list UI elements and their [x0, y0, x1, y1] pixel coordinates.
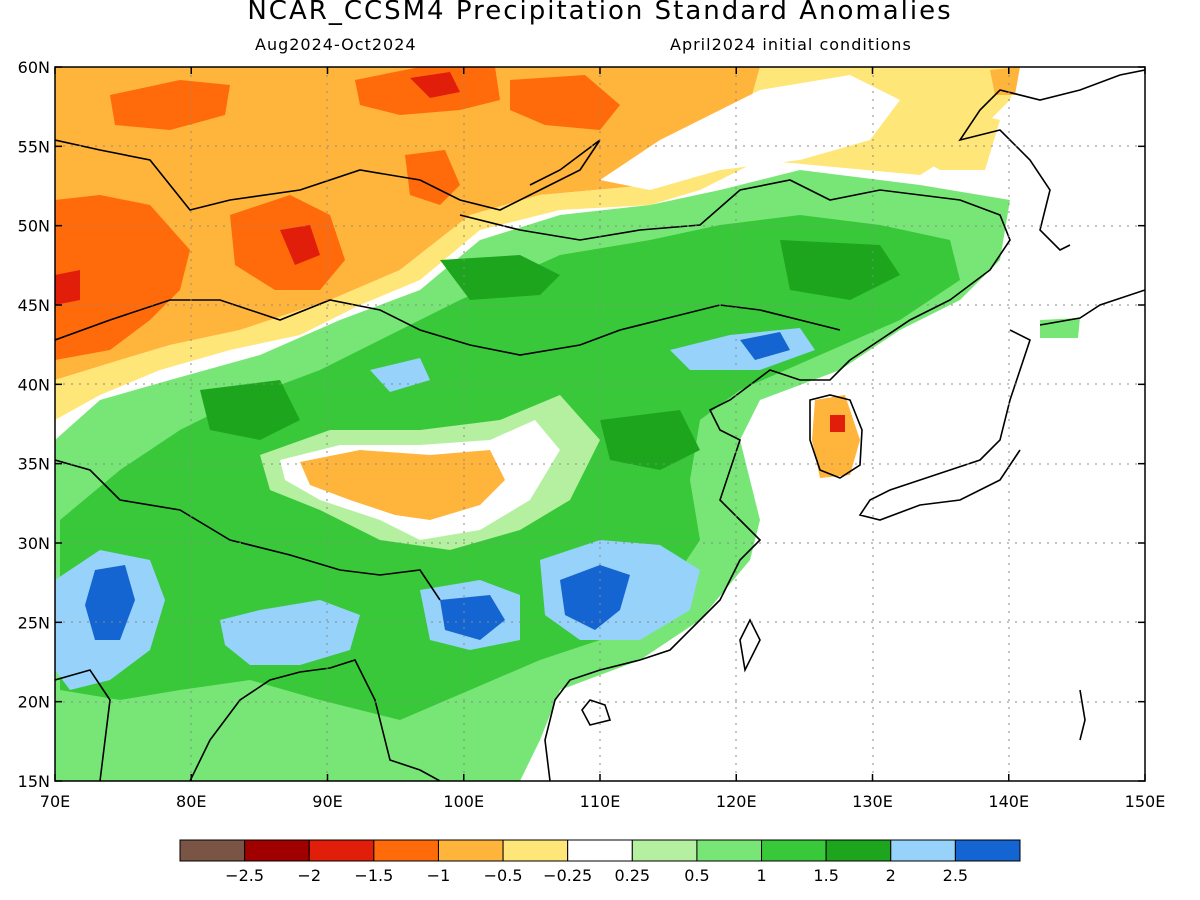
colorbar-swatch — [244, 839, 310, 862]
anomaly-region-dry-core-4 — [510, 75, 620, 130]
colorbar-label: −0.5 — [484, 866, 523, 885]
lat-tick-label: 60N — [18, 58, 50, 77]
lon-tick-label: 130E — [852, 792, 893, 811]
anomaly-region-wet-strong-4 — [600, 410, 700, 470]
coastlines — [55, 69, 1145, 781]
anomaly-region-dry-max-3 — [55, 270, 80, 305]
lat-tick-label: 25N — [18, 613, 50, 632]
colorbar-swatch — [308, 839, 375, 862]
lon-tick-label: 80E — [176, 792, 206, 811]
lat-tick-label: 15N — [18, 772, 50, 791]
colorbar: −2.5 −2 −1.5 −1 −0.5 −0.25 0.25 0.5 1 1.5 2 2.5 — [179, 839, 1021, 885]
colorbar-label: −1.5 — [354, 866, 393, 885]
colorbar-swatch — [954, 839, 1021, 862]
lat-tick-label: 45N — [18, 296, 50, 315]
colorbar-label: 1 — [756, 866, 766, 885]
lon-tick-label: 100E — [443, 792, 484, 811]
colorbar-swatch — [631, 839, 698, 862]
anomaly-region-wet-light-blue-bangladesh — [220, 600, 360, 665]
lon-tick-label: 110E — [580, 792, 621, 811]
colorbar-swatch — [696, 839, 763, 862]
anomaly-region-kamchatka-dry — [990, 67, 1020, 95]
colorbar-label: 1.5 — [813, 866, 838, 885]
initial-conditions-subtitle: April2024 initial conditions — [670, 35, 912, 54]
anomaly-region-dry-core-6 — [110, 80, 230, 130]
colorbar-swatch — [502, 839, 569, 862]
anomaly-region-india-wet-core — [85, 565, 135, 640]
anomaly-region-dry-max-2 — [280, 225, 320, 265]
lon-tick-label: 120E — [716, 792, 757, 811]
anomaly-region-south-china-wet-core — [560, 565, 630, 630]
colorbar-label: 0.5 — [684, 866, 709, 885]
lon-tick-label: 70E — [40, 792, 70, 811]
colorbar-label: 0.25 — [614, 866, 650, 885]
anomaly-region-burma-wet-core — [440, 595, 505, 640]
anomaly-region-neutral-north — [600, 75, 900, 190]
lat-tick-label: 35N — [18, 455, 50, 474]
anomaly-region-dry-core-5 — [405, 150, 460, 205]
lon-tick-label: 90E — [312, 792, 342, 811]
colorbar-swatch — [437, 839, 504, 862]
anomaly-region-dry-max-1 — [410, 72, 460, 98]
colorbar-label: −2.5 — [225, 866, 264, 885]
colorbar-swatch — [825, 839, 892, 862]
period-subtitle: Aug2024-Oct2024 — [255, 35, 417, 54]
anomaly-region-korea-dry — [812, 395, 860, 478]
lat-tick-label: 30N — [18, 534, 50, 553]
anomaly-region-korea-dry-core — [830, 415, 845, 432]
latitude-axis: 15N 20N 25N 30N 35N 40N 45N 50N 55N 60N — [18, 58, 1145, 791]
anomaly-region-sakhalin-dry — [900, 110, 1000, 170]
lat-tick-label: 50N — [18, 217, 50, 236]
anomaly-region-wet-strong-1 — [440, 255, 560, 300]
anomaly-region-wet-strong-2 — [780, 240, 900, 300]
anomaly-field — [55, 67, 1145, 781]
colorbar-label: −2 — [297, 866, 321, 885]
lat-tick-label: 55N — [18, 137, 50, 156]
colorbar-label: 2 — [886, 866, 896, 885]
colorbar-label: −1 — [427, 866, 451, 885]
anomaly-region-wet-strong-3 — [200, 380, 300, 440]
colorbar-swatch — [761, 839, 827, 862]
colorbar-label: −0.25 — [543, 866, 592, 885]
anomaly-region-northeast-wet-core — [740, 332, 790, 360]
lat-tick-label: 40N — [18, 375, 50, 394]
lat-tick-label: 20N — [18, 693, 50, 712]
colorbar-swatch — [890, 839, 956, 862]
colorbar-swatch — [567, 839, 633, 862]
lon-tick-label: 150E — [1125, 792, 1166, 811]
anomaly-region-kazakh-dry-core — [55, 195, 190, 360]
colorbar-swatch — [179, 839, 246, 862]
lon-tick-label: 140E — [988, 792, 1029, 811]
colorbar-label: 2.5 — [943, 866, 968, 885]
grid-lines — [55, 67, 1145, 781]
colorbar-swatch — [373, 839, 439, 862]
longitude-axis: 70E 80E 90E 100E 110E 120E 130E 140E 150E — [40, 67, 1166, 811]
anomaly-region-northwest-dry — [55, 67, 760, 380]
anomaly-region-tibet-dry-patch — [300, 450, 505, 520]
map-title: NCAR_CCSM4 Precipitation Standard Anomal… — [247, 0, 953, 26]
